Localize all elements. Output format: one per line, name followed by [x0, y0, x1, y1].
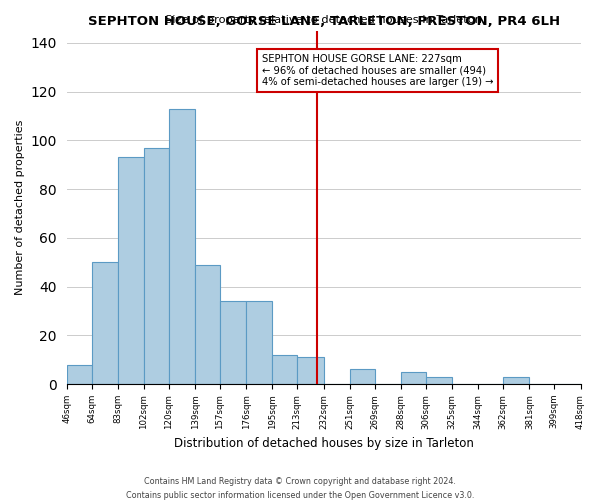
Bar — [195, 264, 220, 384]
Bar — [67, 364, 92, 384]
Bar — [298, 358, 323, 384]
Y-axis label: Number of detached properties: Number of detached properties — [15, 120, 25, 295]
X-axis label: Distribution of detached houses by size in Tarleton: Distribution of detached houses by size … — [173, 437, 473, 450]
Bar — [350, 370, 374, 384]
Title: SEPHTON HOUSE, GORSE LANE, TARLETON, PRESTON, PR4 6LH: SEPHTON HOUSE, GORSE LANE, TARLETON, PRE… — [88, 15, 560, 28]
Bar — [144, 148, 169, 384]
Bar — [272, 355, 298, 384]
Text: Contains HM Land Registry data © Crown copyright and database right 2024.
Contai: Contains HM Land Registry data © Crown c… — [126, 478, 474, 500]
Bar — [118, 158, 144, 384]
Bar — [220, 301, 246, 384]
Bar — [169, 108, 195, 384]
Bar — [92, 262, 118, 384]
Bar — [246, 301, 272, 384]
Text: Size of property relative to detached houses in Tarleton: Size of property relative to detached ho… — [165, 16, 482, 26]
Text: SEPHTON HOUSE GORSE LANE: 227sqm
← 96% of detached houses are smaller (494)
4% o: SEPHTON HOUSE GORSE LANE: 227sqm ← 96% o… — [262, 54, 493, 87]
Bar — [401, 372, 426, 384]
Bar — [426, 377, 452, 384]
Bar — [581, 382, 600, 384]
Bar — [503, 377, 529, 384]
